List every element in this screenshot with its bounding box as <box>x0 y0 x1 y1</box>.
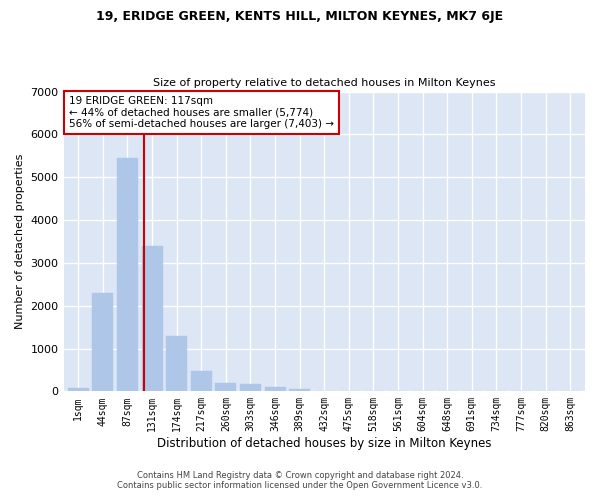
Bar <box>191 371 212 392</box>
Text: Contains HM Land Registry data © Crown copyright and database right 2024.
Contai: Contains HM Land Registry data © Crown c… <box>118 470 482 490</box>
Text: 19, ERIDGE GREEN, KENTS HILL, MILTON KEYNES, MK7 6JE: 19, ERIDGE GREEN, KENTS HILL, MILTON KEY… <box>97 10 503 23</box>
Bar <box>240 384 261 392</box>
Bar <box>92 293 113 392</box>
Text: 19 ERIDGE GREEN: 117sqm
← 44% of detached houses are smaller (5,774)
56% of semi: 19 ERIDGE GREEN: 117sqm ← 44% of detache… <box>69 96 334 130</box>
Bar <box>289 389 310 392</box>
Y-axis label: Number of detached properties: Number of detached properties <box>15 154 25 329</box>
Bar <box>68 388 89 392</box>
Bar <box>117 158 138 392</box>
X-axis label: Distribution of detached houses by size in Milton Keynes: Distribution of detached houses by size … <box>157 437 491 450</box>
Bar <box>166 336 187 392</box>
Bar <box>215 383 236 392</box>
Bar <box>142 246 163 392</box>
Title: Size of property relative to detached houses in Milton Keynes: Size of property relative to detached ho… <box>153 78 496 88</box>
Bar <box>265 387 286 392</box>
